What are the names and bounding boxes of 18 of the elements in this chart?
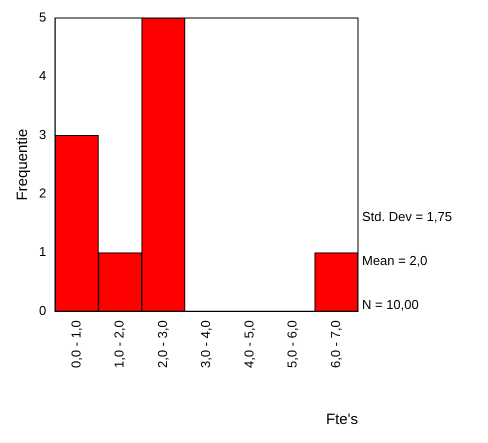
y-tick-label: 1 [38, 244, 46, 260]
y-tick-label: 4 [38, 68, 46, 84]
x-tick-label: 2,0 - 3,0 [154, 320, 170, 368]
text: Std. Dev = 1,75 [362, 209, 452, 224]
y-tick-label: 5 [38, 10, 46, 25]
text: Mean = 2,0 [362, 253, 428, 268]
x-tick-label: 6,0 - 7,0 [328, 320, 343, 368]
text: N = 10,00 [362, 297, 419, 312]
y-tick-label: 2 [38, 186, 46, 201]
y-tick-label: 0 [38, 302, 46, 318]
x-axis-title: Fte's [326, 411, 358, 428]
x-tick-label: 4,0 - 5,0 [241, 320, 256, 368]
y-tick-label: 3 [38, 126, 46, 142]
x-tick-label: 5,0 - 6,0 [284, 320, 300, 368]
x-tick-label: 0,0 - 1,0 [68, 320, 84, 368]
x-tick-label: 1,0 - 2,0 [112, 320, 127, 368]
y-axis-title: Frequentie [14, 128, 32, 201]
x-tick-label: 3,0 - 4,0 [198, 320, 214, 368]
